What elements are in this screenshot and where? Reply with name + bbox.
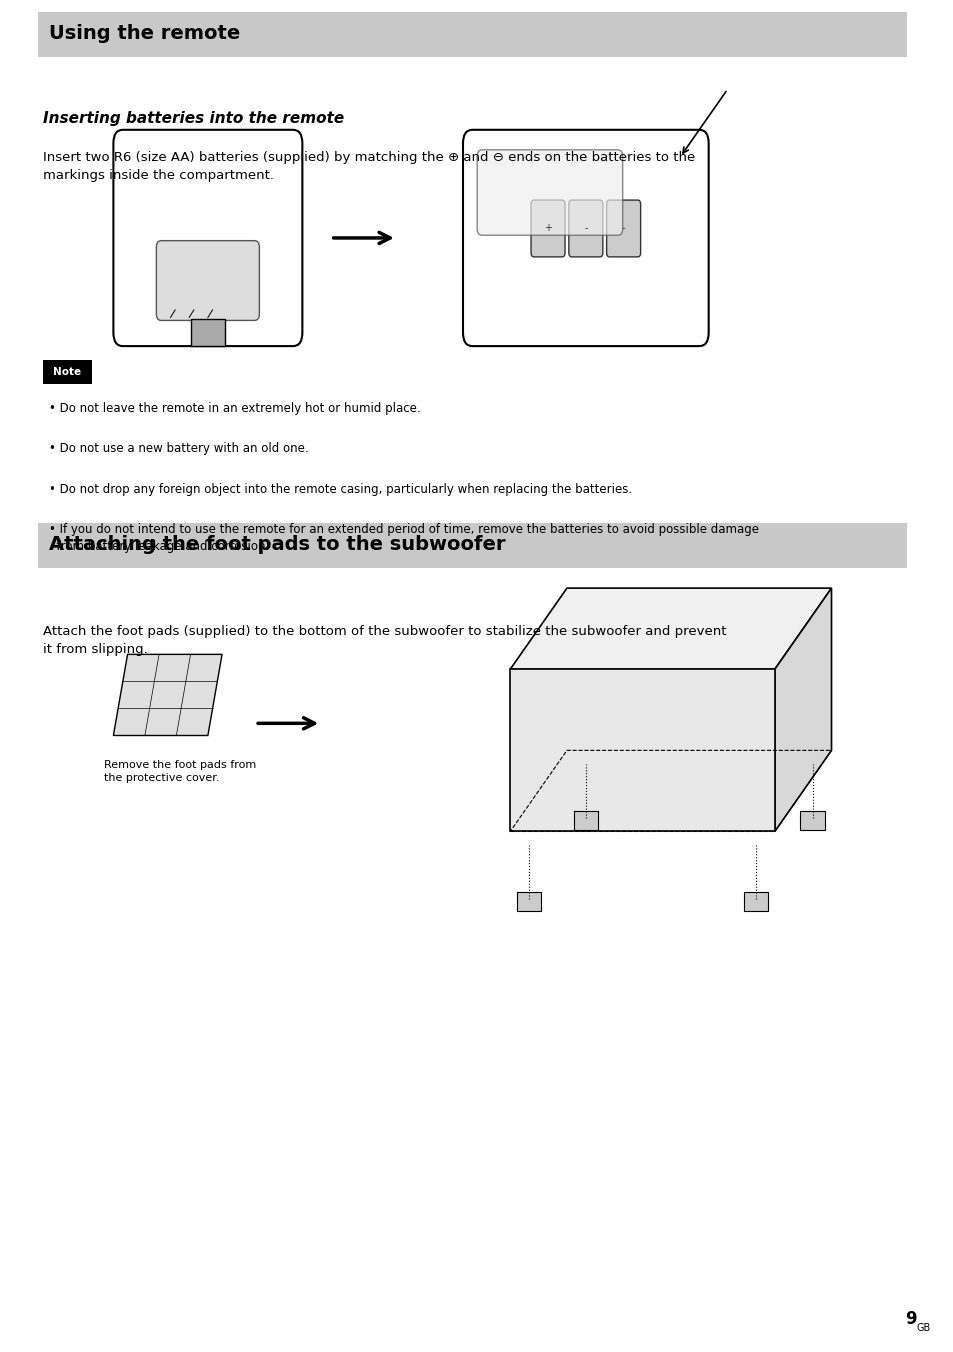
Text: 9: 9 [904,1310,916,1328]
Text: Note: Note [53,366,81,377]
Text: GB: GB [916,1324,930,1333]
FancyBboxPatch shape [517,892,541,911]
FancyBboxPatch shape [462,130,708,346]
FancyBboxPatch shape [800,811,824,830]
Polygon shape [113,654,222,735]
Polygon shape [774,588,831,831]
FancyBboxPatch shape [476,150,622,235]
Text: • Do not use a new battery with an old one.: • Do not use a new battery with an old o… [50,442,309,456]
FancyBboxPatch shape [568,200,602,257]
Polygon shape [510,588,831,669]
FancyBboxPatch shape [43,360,91,384]
FancyBboxPatch shape [38,523,906,568]
Text: Attaching the foot pads to the subwoofer: Attaching the foot pads to the subwoofer [50,535,505,554]
Text: -: - [621,223,625,234]
Text: • Do not leave the remote in an extremely hot or humid place.: • Do not leave the remote in an extremel… [50,402,420,415]
FancyBboxPatch shape [191,319,225,346]
Text: Inserting batteries into the remote: Inserting batteries into the remote [43,111,343,126]
FancyBboxPatch shape [606,200,640,257]
FancyBboxPatch shape [531,200,564,257]
Text: Insert two R6 (size AA) batteries (supplied) by matching the ⊕ and ⊖ ends on the: Insert two R6 (size AA) batteries (suppl… [43,151,694,183]
FancyBboxPatch shape [38,12,906,57]
FancyBboxPatch shape [742,892,767,911]
Text: -: - [583,223,587,234]
Text: Attach the foot pads (supplied) to the bottom of the subwoofer to stabilize the : Attach the foot pads (supplied) to the b… [43,625,725,656]
Text: +: + [543,223,552,234]
Text: • If you do not intend to use the remote for an extended period of time, remove : • If you do not intend to use the remote… [50,523,759,553]
Polygon shape [510,669,774,831]
FancyBboxPatch shape [573,811,598,830]
Text: Using the remote: Using the remote [50,24,240,43]
Text: Remove the foot pads from
the protective cover.: Remove the foot pads from the protective… [104,760,256,783]
Text: • Do not drop any foreign object into the remote casing, particularly when repla: • Do not drop any foreign object into th… [50,483,632,496]
FancyBboxPatch shape [156,241,259,320]
FancyBboxPatch shape [113,130,302,346]
